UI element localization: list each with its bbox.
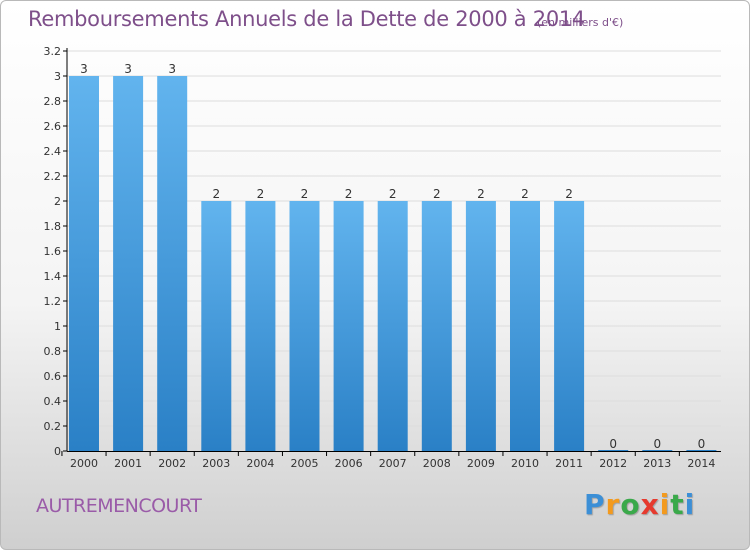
x-tick-label: 2005 [291,457,319,470]
y-tick-label: 1 [54,320,61,333]
y-tick-label: 0.8 [44,345,62,358]
y-tick-label: 0.6 [44,370,62,383]
chart-unit: (en milliers d'€) [537,16,624,29]
bar-2004 [245,201,276,451]
bar-2000 [69,76,99,451]
y-tick-label: 0 [54,445,61,458]
bar-2014 [686,450,717,451]
data-labels: 3 3 3 2 2 2 2 2 2 2 2 2 0 0 0 [80,62,705,451]
logo-letter: x [640,488,660,521]
y-tick-label: 1.6 [44,245,62,258]
y-tick-label: 1.4 [44,270,62,283]
x-tick-label: 2004 [246,457,274,470]
bar-2003 [201,201,232,451]
logo-letter: t [670,488,685,521]
x-tick-label: 2009 [467,457,495,470]
data-label: 3 [80,62,88,76]
commune-name: AUTREMENCOURT [36,495,202,517]
logo-letter: i [684,488,696,521]
data-label: 0 [698,437,706,451]
x-tick-label: 2000 [70,457,98,470]
data-label: 2 [389,187,397,201]
bar-2013 [642,450,673,451]
bar-2006 [333,201,364,451]
x-tick-label: 2007 [379,457,407,470]
data-label: 0 [653,437,661,451]
y-tick-label: 3 [54,70,61,83]
y-tick-label: 2 [54,195,61,208]
bar-chart: 0 0.2 0.4 0.6 0.8 1 1.2 1.4 1.6 1.8 2 2.2 2.4 2.6 2.8 3… [44,45,721,470]
logo-letter: P [584,488,606,521]
y-tick-label: 2.2 [44,170,62,183]
y-tick-label: 0.2 [44,420,62,433]
x-tick-label: 2014 [687,457,715,470]
data-label: 2 [521,187,529,201]
x-tick-label: 2008 [423,457,451,470]
bar-2010 [510,201,540,451]
x-tick-label: 2010 [511,457,539,470]
y-tick-label: 1.2 [44,295,62,308]
data-label: 2 [257,187,265,201]
logo-letter: o [620,488,641,521]
bar-2008 [421,201,452,451]
x-tick-label: 2003 [202,457,230,470]
y-tick-label: 1.8 [44,220,62,233]
bar-2005 [289,201,320,451]
x-tick-label: 2002 [158,457,186,470]
y-tick-label: 2.4 [44,145,62,158]
x-tick-label: 2013 [643,457,671,470]
data-label: 2 [477,187,485,201]
bar-2002 [157,76,188,451]
data-label: 2 [565,187,573,201]
bar-2011 [554,201,585,451]
y-tick-label: 2.8 [44,95,62,108]
axes [61,48,721,456]
y-tick-labels: 0 0.2 0.4 0.6 0.8 1 1.2 1.4 1.6 1.8 2 2.2 2.4 2.6 2.8 3… [44,45,62,458]
data-label: 3 [168,62,176,76]
data-label: 2 [301,187,309,201]
bar-2001 [113,76,144,451]
x-tick-label: 2012 [599,457,627,470]
data-label: 0 [609,437,617,451]
logo-letter: i [659,488,671,521]
bar-2009 [465,201,496,451]
x-tick-label: 2001 [114,457,142,470]
bar-2007 [377,201,408,451]
y-tick-label: 2.6 [44,120,62,133]
y-tick-label: 0.4 [44,395,62,408]
data-label: 3 [124,62,132,76]
x-tick-label: 2011 [555,457,583,470]
bar-2012 [598,450,629,451]
data-label: 2 [212,187,220,201]
data-label: 2 [345,187,353,201]
logo-letter: r [605,488,621,521]
x-tick-label: 2006 [335,457,363,470]
proxiti-logo: Proxiti [584,488,695,521]
bars [69,76,717,451]
x-tick-labels: 2000 2001 2002 2003 2004 2005 2006 2007 2008 2009… [70,457,715,470]
data-label: 2 [433,187,441,201]
chart-title: Remboursements Annuels de la Dette de 20… [28,7,585,31]
y-tick-label: 3.2 [44,45,62,58]
